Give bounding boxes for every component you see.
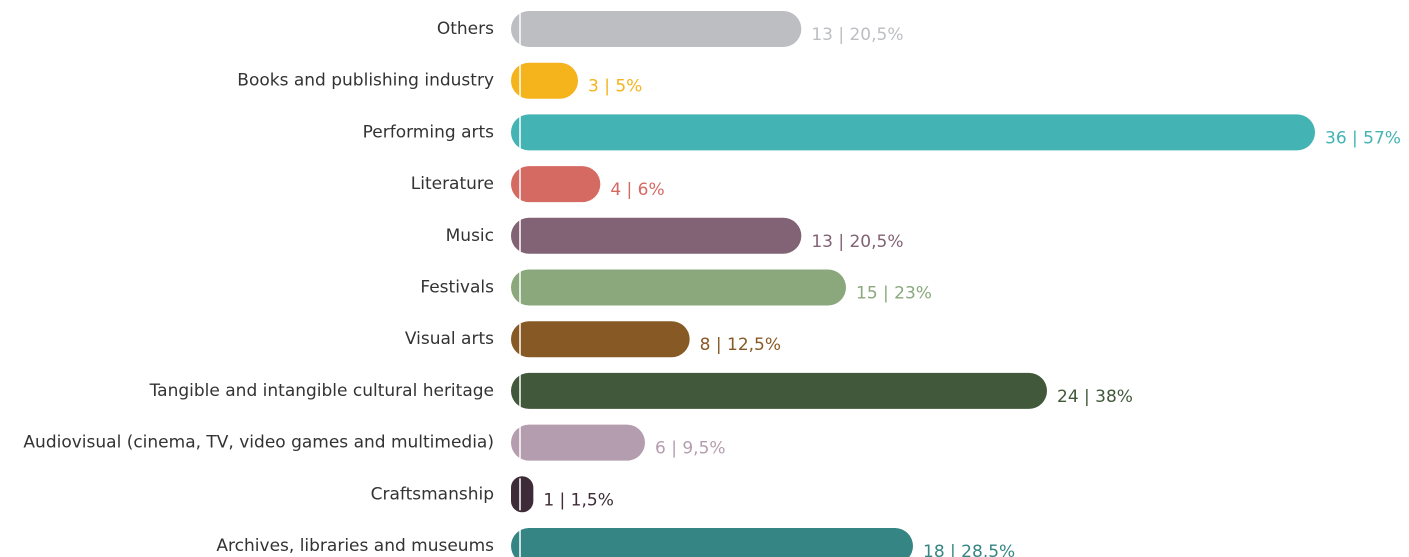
value-label: 6 | 9,5% <box>655 439 726 459</box>
bar <box>511 217 802 254</box>
bar <box>511 424 645 461</box>
value-label: 13 | 20,5% <box>811 232 903 252</box>
bar <box>511 166 601 203</box>
bar <box>511 11 802 47</box>
value-label: 13 | 20,5% <box>811 25 903 45</box>
category-label: Festivals <box>420 278 494 298</box>
category-label: Literature <box>411 174 494 194</box>
value-label: 1 | 1,5% <box>543 490 614 510</box>
value-label: 36 | 57% <box>1325 128 1401 148</box>
value-label: 8 | 12,5% <box>700 335 781 355</box>
category-label: Tangible and intangible cultural heritag… <box>149 381 494 401</box>
value-label: 18 | 28,5% <box>923 542 1015 557</box>
category-label: Audiovisual (cinema, TV, video games and… <box>23 433 494 453</box>
category-label: Others <box>437 19 494 39</box>
value-label: 3 | 5% <box>588 77 642 97</box>
category-label: Craftsmanship <box>371 484 494 504</box>
category-label: Music <box>446 226 494 246</box>
bar <box>511 476 534 513</box>
bar <box>511 372 1047 409</box>
value-label: 4 | 6% <box>610 180 664 200</box>
category-label: Visual arts <box>405 329 494 349</box>
bar <box>511 62 578 99</box>
bar <box>511 269 846 306</box>
value-label: 15 | 23% <box>856 284 932 304</box>
category-label: Books and publishing industry <box>237 71 494 91</box>
category-label: Performing arts <box>363 122 494 142</box>
bar <box>511 528 913 557</box>
value-label: 24 | 38% <box>1057 387 1133 407</box>
bar <box>511 321 690 358</box>
bar <box>511 114 1315 151</box>
category-label: Archives, libraries and museums <box>216 536 494 556</box>
